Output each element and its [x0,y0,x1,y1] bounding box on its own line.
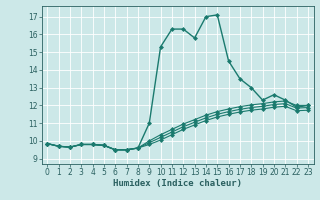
X-axis label: Humidex (Indice chaleur): Humidex (Indice chaleur) [113,179,242,188]
